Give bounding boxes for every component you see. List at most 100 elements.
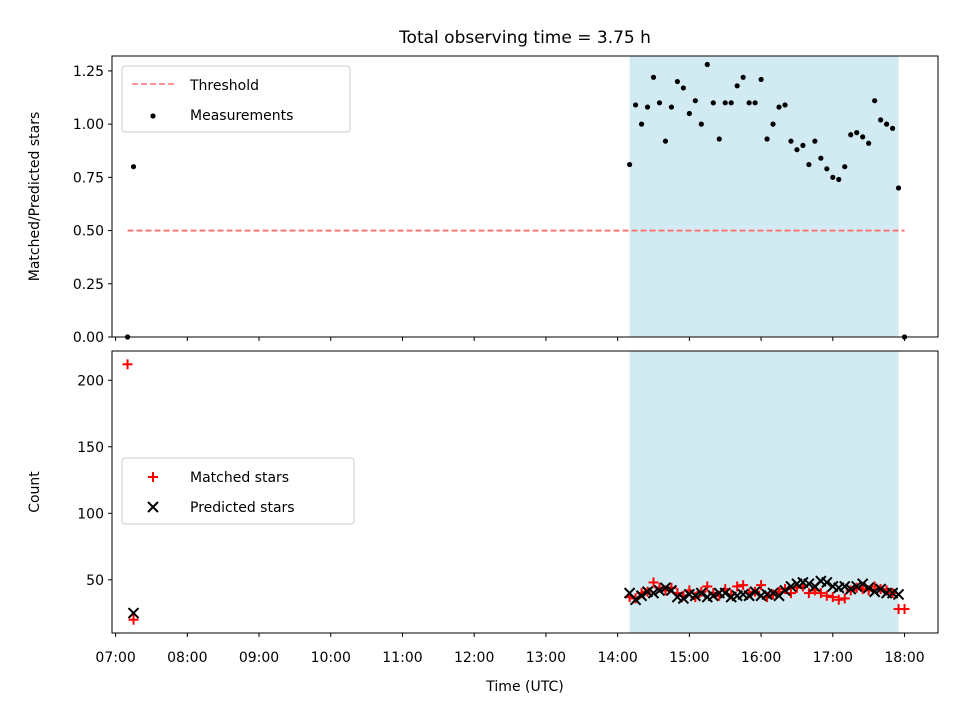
x-tick-label: 16:00 <box>741 650 781 666</box>
measurement-point <box>752 100 758 106</box>
x-tick-label: 10:00 <box>311 650 351 666</box>
predicted-star-point-b <box>886 587 899 599</box>
measurement-point <box>680 85 686 91</box>
top-panel-ylabel: Matched/Predicted stars <box>27 112 43 282</box>
predicted-star-point <box>803 578 815 590</box>
measurement-point <box>722 100 728 106</box>
predicted-star-point <box>659 582 672 594</box>
top-panel-ticks: 0.00 0.25 0.50 0.75 1.00 1.25 <box>73 64 906 346</box>
measurement-point <box>626 161 633 168</box>
measurement-point <box>740 74 746 80</box>
measurement-point <box>638 121 645 127</box>
predicted-star-point-b <box>689 590 702 602</box>
measurement-point <box>758 76 764 83</box>
predicted-star-point <box>851 580 863 593</box>
x-tick-label: 18:00 <box>884 650 924 666</box>
top-panel-plot <box>124 61 908 340</box>
bottom-legend: Matched stars Predicted stars <box>121 457 355 525</box>
top-y-tick-label: 0.25 <box>73 277 104 293</box>
bottom-y-tick-label: 200 <box>77 373 104 389</box>
matched-star-point <box>839 593 850 604</box>
predicted-star-point <box>653 584 666 597</box>
measurement-point <box>794 147 800 153</box>
matched-star-point <box>803 588 814 599</box>
measurement-point <box>782 102 788 108</box>
bottom-panel-frame <box>111 350 939 634</box>
predicted-star-point-b <box>737 588 749 601</box>
measurement-point <box>770 121 776 127</box>
measurement-point <box>824 166 830 172</box>
predicted-star-point <box>868 586 881 598</box>
predicted-star-point-b <box>665 584 678 597</box>
measurement-point <box>878 117 884 123</box>
x-tick-label: 14:00 <box>597 650 637 666</box>
matched-star-point <box>738 580 749 591</box>
predicted-star-point-b <box>127 607 140 619</box>
predicted-star-point <box>839 580 851 593</box>
predicted-star-point <box>707 590 719 602</box>
predicted-star-point <box>677 592 690 605</box>
measurement-point <box>895 185 902 191</box>
predicted-star-point-b <box>779 584 791 597</box>
bottom-panel-plot <box>122 359 910 625</box>
measurement-point <box>872 98 878 104</box>
measurement-point <box>728 100 734 106</box>
top-y-tick-label: 0.50 <box>73 224 104 240</box>
x-tick-label: 09:00 <box>239 650 279 666</box>
top-legend-box <box>121 65 351 133</box>
matched-star-point <box>122 359 133 370</box>
predicted-star-point-b <box>749 586 761 598</box>
predicted-stars-legend-marker <box>147 501 159 513</box>
matched-star-point <box>732 581 743 592</box>
top-legend-label-measurements: Measurements <box>190 108 293 124</box>
predicted-star-point-b <box>671 591 684 603</box>
top-panel: 0.00 0.25 0.50 0.75 1.00 1.25 Matched/Predict… <box>27 55 939 346</box>
predicted-star-point-b <box>767 587 779 599</box>
predicted-star-point-b <box>892 588 905 601</box>
predicted-star-point <box>635 590 648 602</box>
bottom-y-tick-label: 100 <box>77 506 104 522</box>
matched-legend-plus <box>148 472 158 482</box>
matched-star-point <box>827 592 838 603</box>
measurement-point <box>656 100 663 106</box>
matched-star-point <box>702 581 713 592</box>
measurement-point <box>686 110 692 117</box>
measurement-point <box>854 130 860 136</box>
predicted-star-point <box>856 578 869 590</box>
matched-star-point <box>821 590 832 601</box>
measurement-point <box>662 138 669 144</box>
matched-stars-legend-marker <box>148 472 158 482</box>
predicted-star-point-b <box>797 576 809 589</box>
predicted-star-point <box>743 590 755 602</box>
predicted-star-point-b <box>707 590 719 602</box>
bottom-legend-label-predicted: Predicted stars <box>190 500 295 516</box>
measurement-point <box>764 136 770 142</box>
matched-star-point <box>128 614 139 625</box>
measurement-point <box>842 164 848 170</box>
measurement-point <box>746 100 752 106</box>
top-panel-frame <box>111 55 939 338</box>
measurement-point <box>734 83 740 89</box>
top-panel-span <box>629 56 899 337</box>
x-tick-label: 08:00 <box>167 650 207 666</box>
measurement-point <box>668 104 675 110</box>
x-tick-label: 17:00 <box>813 650 853 666</box>
predicted-legend-x <box>147 501 159 513</box>
predicted-star-point <box>785 580 797 593</box>
x-tick-label: 13:00 <box>526 650 566 666</box>
measurement-point <box>788 138 794 144</box>
predicted-star-point-b <box>785 580 797 593</box>
measurement-point <box>836 176 842 183</box>
measurement-point <box>806 161 812 168</box>
x-tick-label: 07:00 <box>95 650 135 666</box>
predicted-star-point-b <box>851 580 863 593</box>
measurement-point <box>830 174 836 180</box>
measurement-point <box>883 121 890 127</box>
bottom-legend-label-matched: Matched stars <box>190 470 289 486</box>
top-y-tick-label: 0.00 <box>73 330 104 346</box>
measurement-point <box>674 78 681 85</box>
predicted-star-point-b <box>856 578 869 590</box>
predicted-star-point-b <box>827 580 839 593</box>
predicted-star-point <box>719 587 731 599</box>
